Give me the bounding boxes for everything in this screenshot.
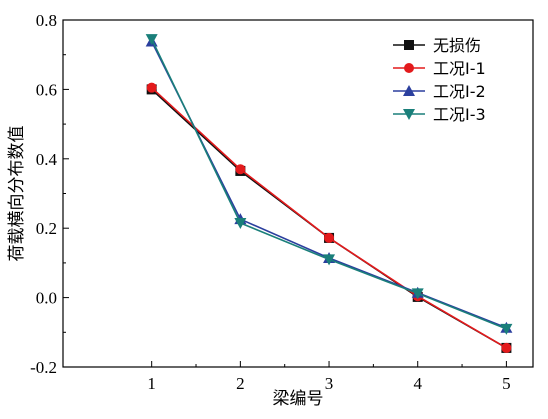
axis-ticks: 1 2 3 4 5 -0.2 0.0 0.2 0.4 0.6 0.8 [30,11,511,393]
data-point [235,164,246,175]
legend-label: 工况Ⅰ-2 [433,82,486,101]
data-point [234,217,247,229]
data-point [411,288,424,300]
legend-item: 工况Ⅰ-2 [393,82,486,101]
x-tick-label: 1 [147,374,156,393]
y-tick-label: 0.6 [36,80,57,99]
y-tick-label: -0.2 [30,358,57,377]
legend-marker [403,109,415,120]
data-point [324,232,335,243]
legend-marker [403,85,415,96]
y-tick-label: 0.0 [36,289,57,308]
legend-item: 工况Ⅰ-3 [393,105,486,124]
x-tick-label: 4 [413,374,422,393]
series-line [151,87,507,349]
series-2 [146,82,512,353]
x-tick-label: 2 [236,374,245,393]
series-1 [146,84,512,353]
series-layer [145,34,513,353]
data-point [145,34,158,46]
y-tick-label: 0.2 [36,219,57,238]
data-point [500,323,513,335]
x-axis-title: 梁编号 [273,389,324,409]
x-tick-label: 3 [325,374,334,393]
data-point [501,342,512,353]
y-tick-label: 0.8 [36,11,57,30]
legend-label: 工况Ⅰ-3 [433,105,486,124]
data-point [146,82,157,93]
series-3 [145,35,513,333]
x-tick-label: 5 [502,374,511,393]
legend-item: 工况Ⅰ-1 [393,59,486,78]
series-4 [145,34,513,335]
y-axis-title: 荷载横向分布数值 [7,126,27,262]
legend-label: 工况Ⅰ-1 [433,59,486,78]
data-point [323,254,336,266]
legend-item: 无损伤 [393,36,481,55]
legend-marker [404,40,414,50]
legend-marker [404,63,414,73]
y-tick-label: 0.4 [36,150,58,169]
series-line [151,88,507,349]
legend-label: 无损伤 [433,36,481,55]
